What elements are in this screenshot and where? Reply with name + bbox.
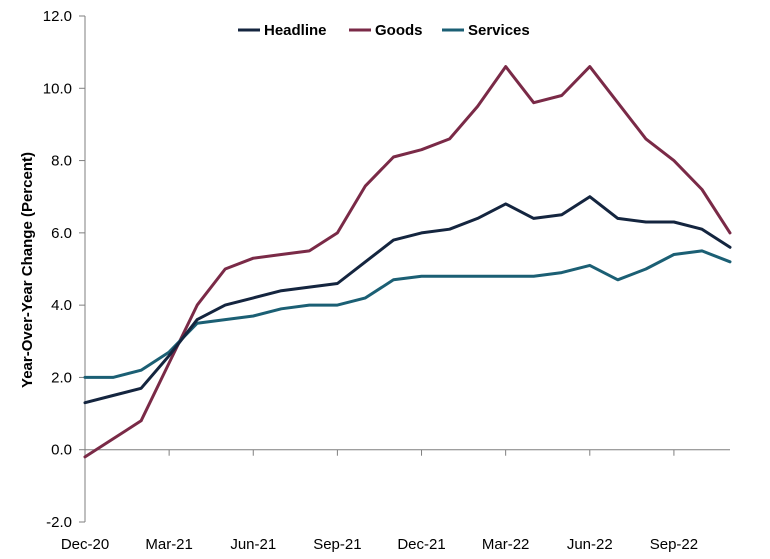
y-tick-label: 0.0 bbox=[51, 442, 72, 459]
x-tick-label: Mar-21 bbox=[145, 536, 193, 553]
legend-label-goods: Goods bbox=[375, 22, 423, 39]
y-axis: -2.0 0.0 2.0 4.0 6.0 8.0 10.0 12.0 bbox=[43, 8, 85, 531]
x-tick-label: Dec-20 bbox=[61, 536, 109, 553]
plot-frame bbox=[84, 16, 730, 522]
y-tick-label: 6.0 bbox=[51, 225, 72, 242]
y-tick-label: -2.0 bbox=[46, 514, 72, 531]
series-line-headline bbox=[83, 195, 732, 405]
series-lines bbox=[83, 65, 732, 459]
legend-label-services: Services bbox=[468, 22, 530, 39]
x-tick-label: Dec-21 bbox=[397, 536, 445, 553]
x-tick-label: Jun-22 bbox=[567, 536, 613, 553]
y-tick-label: 2.0 bbox=[51, 369, 72, 386]
y-tick-label: 8.0 bbox=[51, 153, 72, 170]
legend: Headline Goods Services bbox=[238, 22, 530, 39]
y-axis-title: Year-Over-Year Change (Percent) bbox=[19, 152, 36, 388]
x-tick-label: Sep-22 bbox=[650, 536, 698, 553]
series-line-goods bbox=[83, 65, 732, 459]
y-tick-label: 4.0 bbox=[51, 297, 72, 314]
x-tick-label: Jun-21 bbox=[230, 536, 276, 553]
series-line-services bbox=[83, 249, 732, 379]
y-tick-label: 12.0 bbox=[43, 8, 72, 25]
legend-label-headline: Headline bbox=[264, 22, 327, 39]
x-tick-label: Mar-22 bbox=[482, 536, 530, 553]
y-tick-label: 10.0 bbox=[43, 80, 72, 97]
x-axis: Dec-20 Mar-21 Jun-21 Sep-21 Dec-21 Mar-22 Jun-… bbox=[61, 449, 698, 553]
x-tick-label: Sep-21 bbox=[313, 536, 361, 553]
